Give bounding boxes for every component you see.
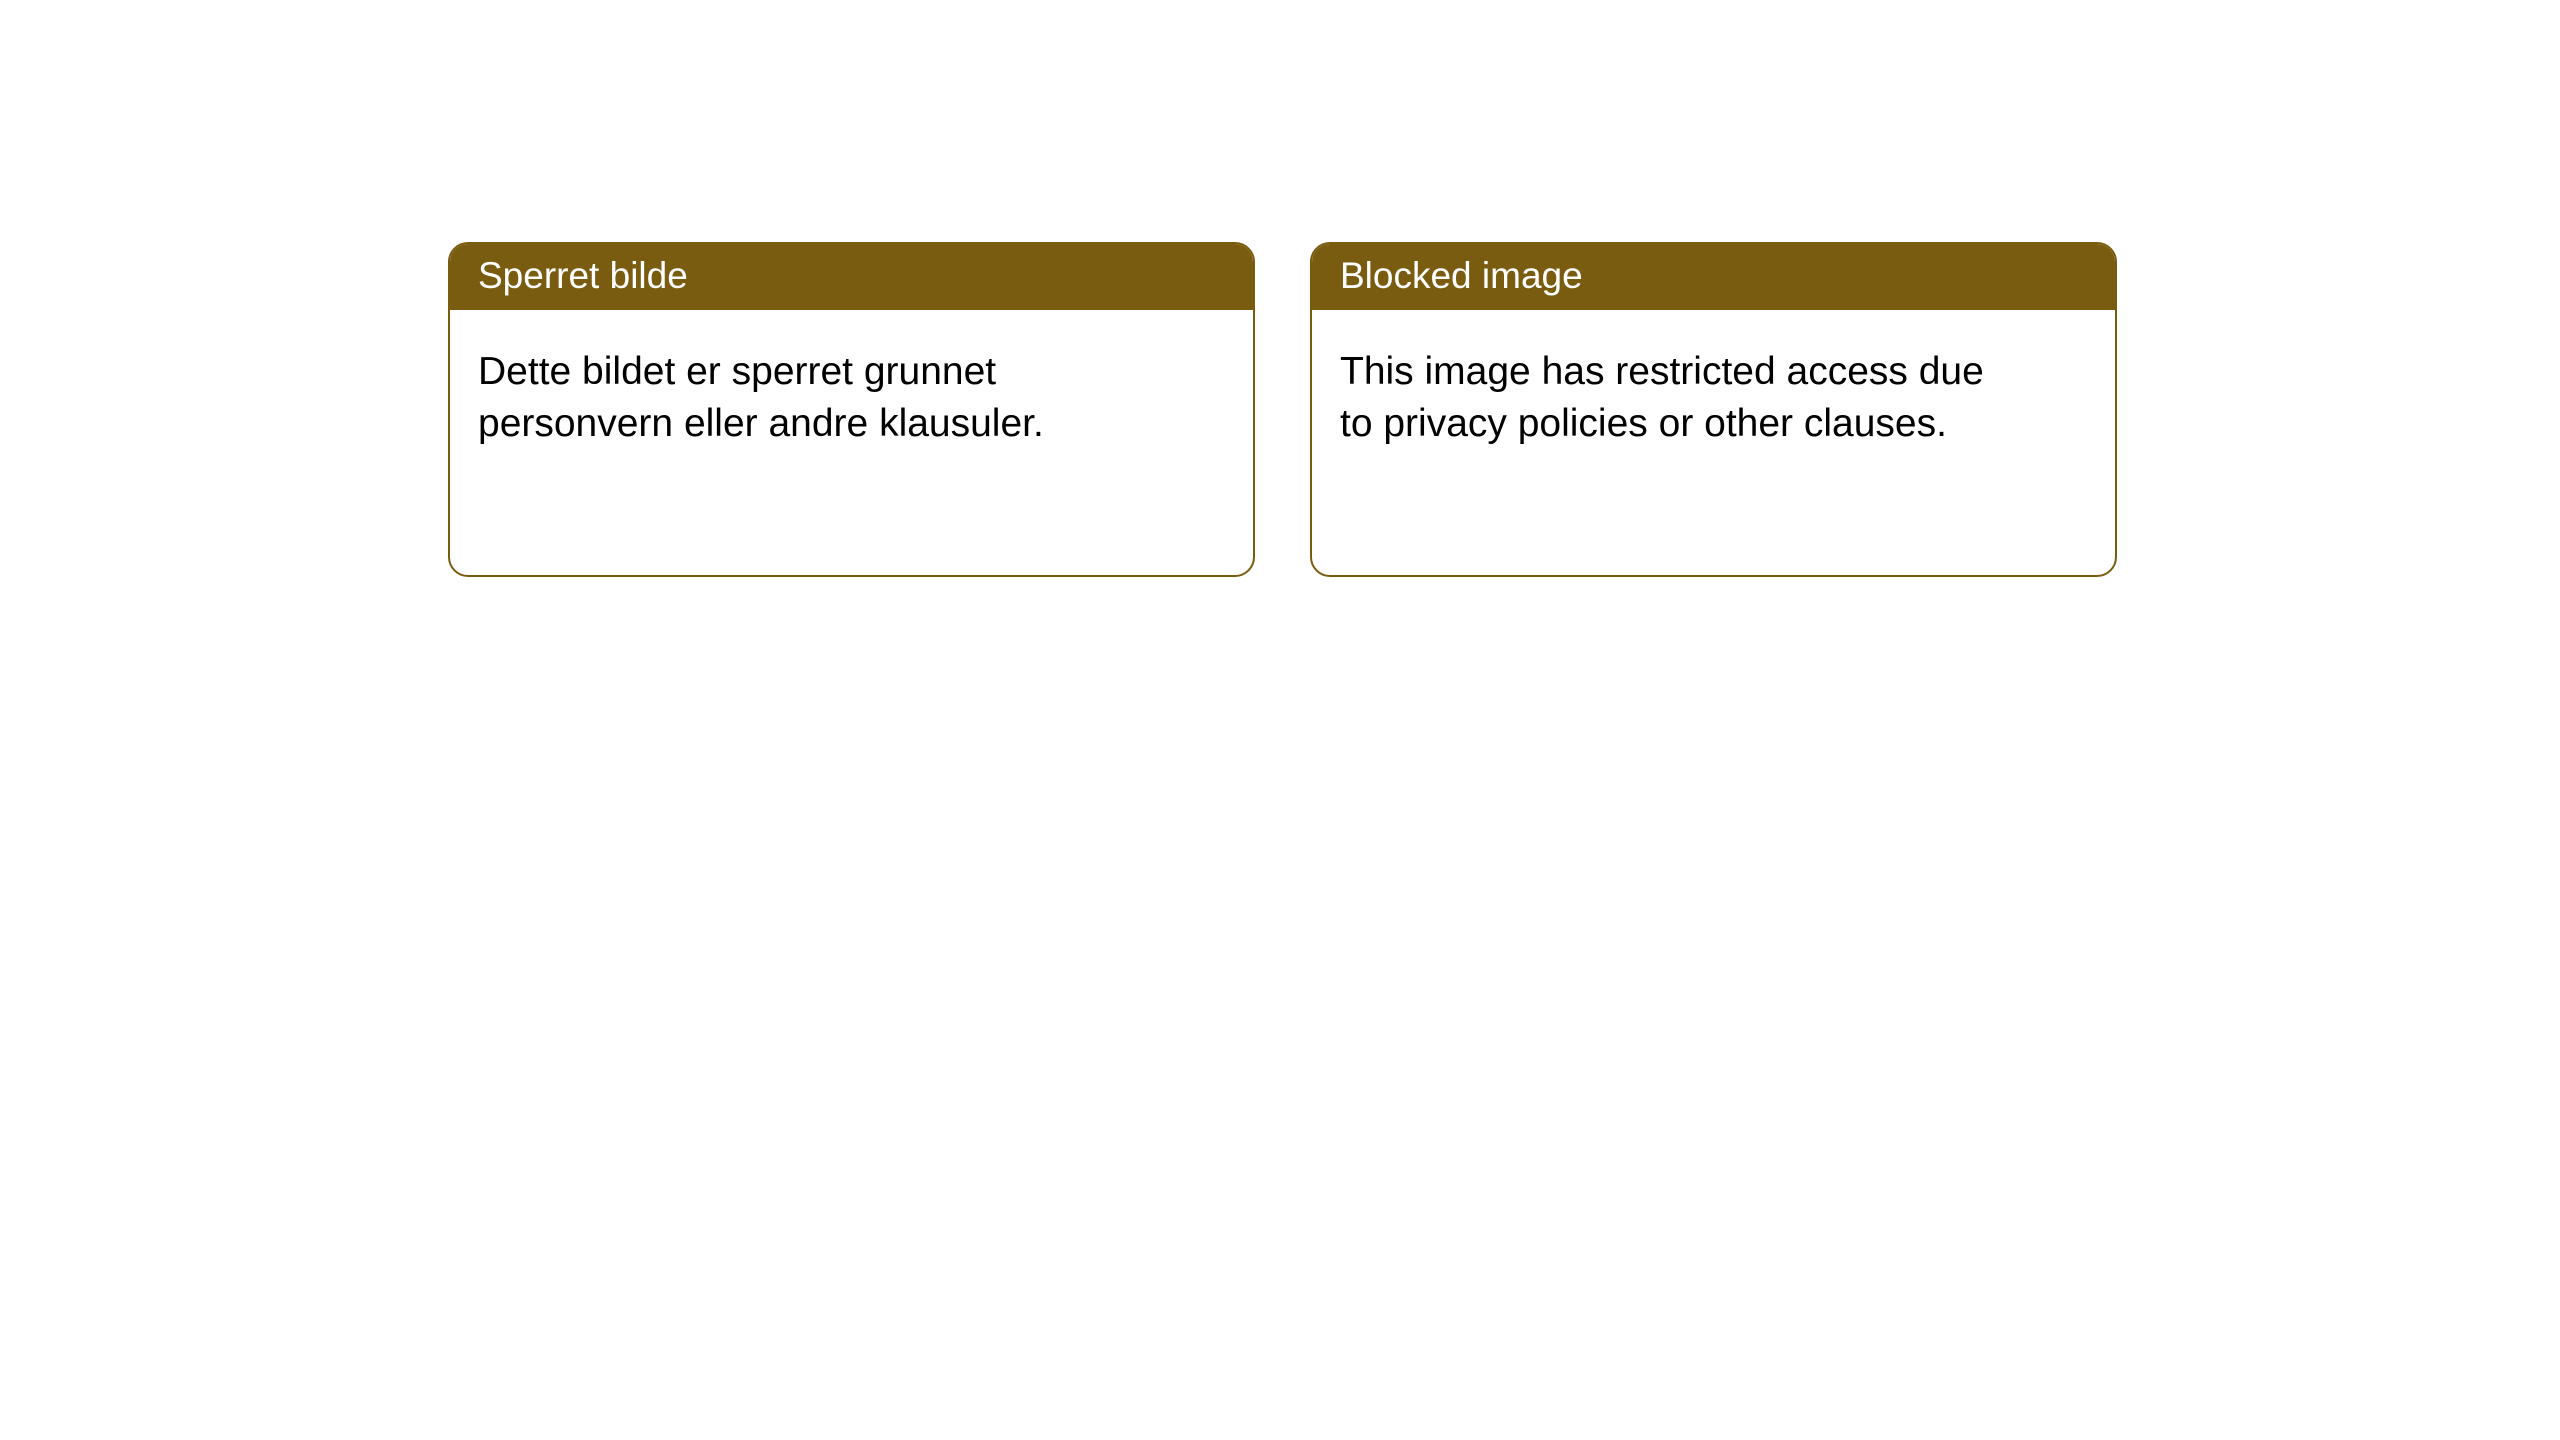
card-title: Sperret bilde (478, 255, 688, 296)
card-header: Sperret bilde (450, 244, 1253, 310)
notice-card-english: Blocked image This image has restricted … (1310, 242, 2117, 577)
notice-container: Sperret bilde Dette bildet er sperret gr… (0, 0, 2560, 577)
card-header: Blocked image (1312, 244, 2115, 310)
card-body-text: This image has restricted access due to … (1340, 350, 1984, 445)
notice-card-norwegian: Sperret bilde Dette bildet er sperret gr… (448, 242, 1255, 577)
card-body: Dette bildet er sperret grunnet personve… (450, 310, 1150, 478)
card-title: Blocked image (1340, 255, 1583, 296)
card-body: This image has restricted access due to … (1312, 310, 2012, 478)
card-body-text: Dette bildet er sperret grunnet personve… (478, 350, 1044, 445)
